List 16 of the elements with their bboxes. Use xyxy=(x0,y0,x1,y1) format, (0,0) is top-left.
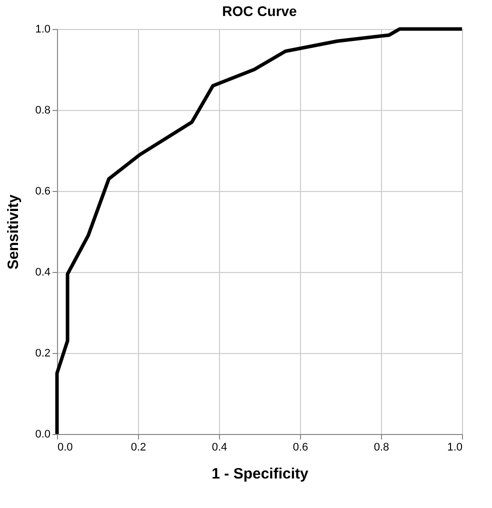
chart-title: ROC Curve xyxy=(222,3,298,19)
y-axis-title: Sensitivity xyxy=(5,194,22,270)
x-tick-label: 0.8 xyxy=(374,442,390,454)
y-tick-label: 0.6 xyxy=(35,186,50,198)
line-series xyxy=(55,27,464,436)
x-tick-label: 0.4 xyxy=(212,442,228,454)
x-tick-label: 1.0 xyxy=(447,442,462,454)
x-tick-label: 0.2 xyxy=(130,442,146,454)
y-tick-label: 0.0 xyxy=(35,428,50,440)
y-tick-label: 1.0 xyxy=(35,24,50,36)
x-tick-label: 0.6 xyxy=(292,442,308,454)
y-tick-label: 0.2 xyxy=(35,348,50,360)
x-tick-label: 0.0 xyxy=(58,442,73,454)
y-tick-label: 0.8 xyxy=(35,104,50,116)
x-axis-title: 1 - Specificity xyxy=(212,466,310,482)
y-tick-label: 0.4 xyxy=(35,266,50,278)
